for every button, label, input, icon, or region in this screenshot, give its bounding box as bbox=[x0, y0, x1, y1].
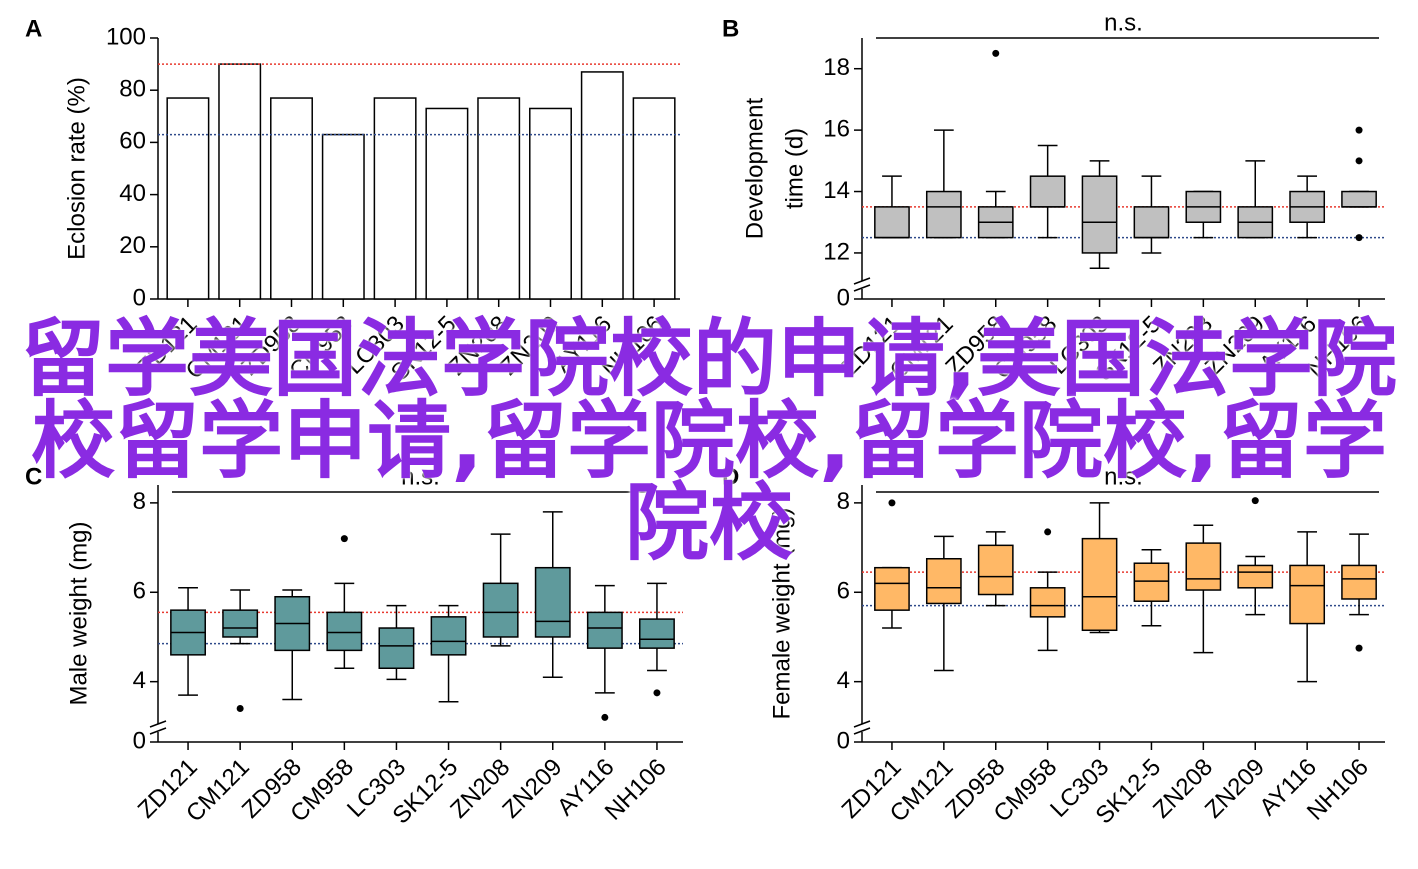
y-axis-label: Eclosion rate (%) bbox=[63, 77, 90, 260]
y-tick-label: 12 bbox=[823, 238, 850, 265]
axis-break-gap bbox=[148, 724, 168, 732]
y-tick-label: 14 bbox=[823, 177, 850, 204]
axis-break bbox=[853, 720, 871, 728]
y-tick-label: 6 bbox=[837, 578, 850, 605]
box bbox=[586, 611, 623, 649]
x-tick-label: ZN209 bbox=[497, 754, 567, 824]
outlier bbox=[1355, 644, 1363, 652]
y-tick-label: 8 bbox=[837, 488, 850, 515]
box bbox=[1185, 542, 1222, 591]
y-tick-label: 0 bbox=[837, 284, 850, 311]
bar bbox=[425, 107, 469, 300]
y-tick-label: 0 bbox=[837, 727, 850, 754]
x-tick-label: ZN209 bbox=[1200, 754, 1270, 824]
box bbox=[1081, 537, 1118, 632]
outlier bbox=[992, 49, 1000, 57]
y-tick-label: 20 bbox=[119, 232, 146, 259]
box bbox=[1081, 175, 1118, 254]
significance-label: n.s. bbox=[1104, 9, 1143, 36]
axis-break bbox=[853, 727, 871, 735]
significance-label: n.s. bbox=[401, 463, 440, 490]
y-tick-label: 100 bbox=[106, 23, 146, 50]
box bbox=[639, 618, 675, 649]
axis-break bbox=[149, 720, 167, 728]
panel-label: C bbox=[25, 463, 42, 490]
outlier bbox=[888, 499, 896, 507]
y-tick-label: 0 bbox=[133, 727, 146, 754]
outlier bbox=[1355, 126, 1363, 134]
bar bbox=[580, 71, 624, 300]
outlier bbox=[340, 535, 348, 543]
box bbox=[874, 566, 910, 611]
bar bbox=[166, 97, 210, 300]
box bbox=[482, 582, 519, 638]
bar bbox=[218, 63, 262, 300]
bar bbox=[477, 97, 521, 300]
box bbox=[874, 206, 910, 239]
watermark-text: 留学美国法学院校的申请,美国法学院校留学申请,留学院校,留学院校,留学院校 bbox=[21, 310, 1397, 572]
y-tick-label: 80 bbox=[119, 76, 146, 103]
box bbox=[1029, 175, 1066, 208]
box bbox=[378, 627, 415, 670]
box bbox=[1237, 564, 1274, 589]
box bbox=[1133, 206, 1170, 239]
y-tick-label: 16 bbox=[823, 115, 850, 142]
y-axis-label: Development bbox=[741, 97, 768, 239]
axis-break-gap bbox=[852, 724, 872, 732]
box bbox=[326, 611, 363, 652]
outlier bbox=[1251, 497, 1259, 505]
box bbox=[1341, 190, 1377, 208]
box bbox=[534, 566, 571, 638]
outlier bbox=[601, 713, 609, 721]
bar bbox=[321, 133, 365, 300]
y-axis-label: Male weight (mg) bbox=[65, 521, 92, 705]
box bbox=[977, 544, 1014, 596]
outlier bbox=[1355, 234, 1363, 242]
bar bbox=[373, 97, 417, 300]
significance-label: n.s. bbox=[1104, 463, 1143, 490]
box bbox=[925, 190, 962, 239]
y-tick-label: 40 bbox=[119, 180, 146, 207]
box bbox=[222, 609, 259, 638]
box bbox=[1341, 564, 1377, 600]
outlier bbox=[236, 704, 244, 712]
box bbox=[1289, 564, 1326, 625]
axis-break bbox=[853, 277, 871, 285]
bar bbox=[270, 97, 313, 300]
axis-break-gap bbox=[852, 281, 872, 289]
bar bbox=[632, 97, 676, 300]
y-tick-label: 8 bbox=[133, 488, 146, 515]
outlier bbox=[653, 689, 661, 697]
y-tick-label: 0 bbox=[133, 284, 146, 311]
panel-label: D bbox=[722, 463, 739, 490]
y-axis-label: time (d) bbox=[781, 128, 808, 209]
box bbox=[925, 557, 962, 605]
outlier bbox=[1044, 528, 1052, 536]
outlier bbox=[1355, 157, 1363, 165]
y-tick-label: 18 bbox=[823, 54, 850, 81]
axis-break bbox=[853, 284, 871, 292]
bar bbox=[529, 107, 572, 300]
panel-label: A bbox=[25, 15, 42, 42]
axis-break bbox=[149, 727, 167, 735]
y-tick-label: 60 bbox=[119, 128, 146, 155]
y-tick-label: 4 bbox=[837, 667, 850, 694]
panel-label: B bbox=[722, 15, 739, 42]
box bbox=[430, 616, 467, 656]
y-axis-label: Female weight (mg) bbox=[768, 507, 795, 719]
box bbox=[1133, 562, 1170, 602]
y-tick-label: 4 bbox=[133, 667, 146, 694]
box bbox=[1029, 587, 1066, 618]
y-tick-label: 6 bbox=[133, 578, 146, 605]
